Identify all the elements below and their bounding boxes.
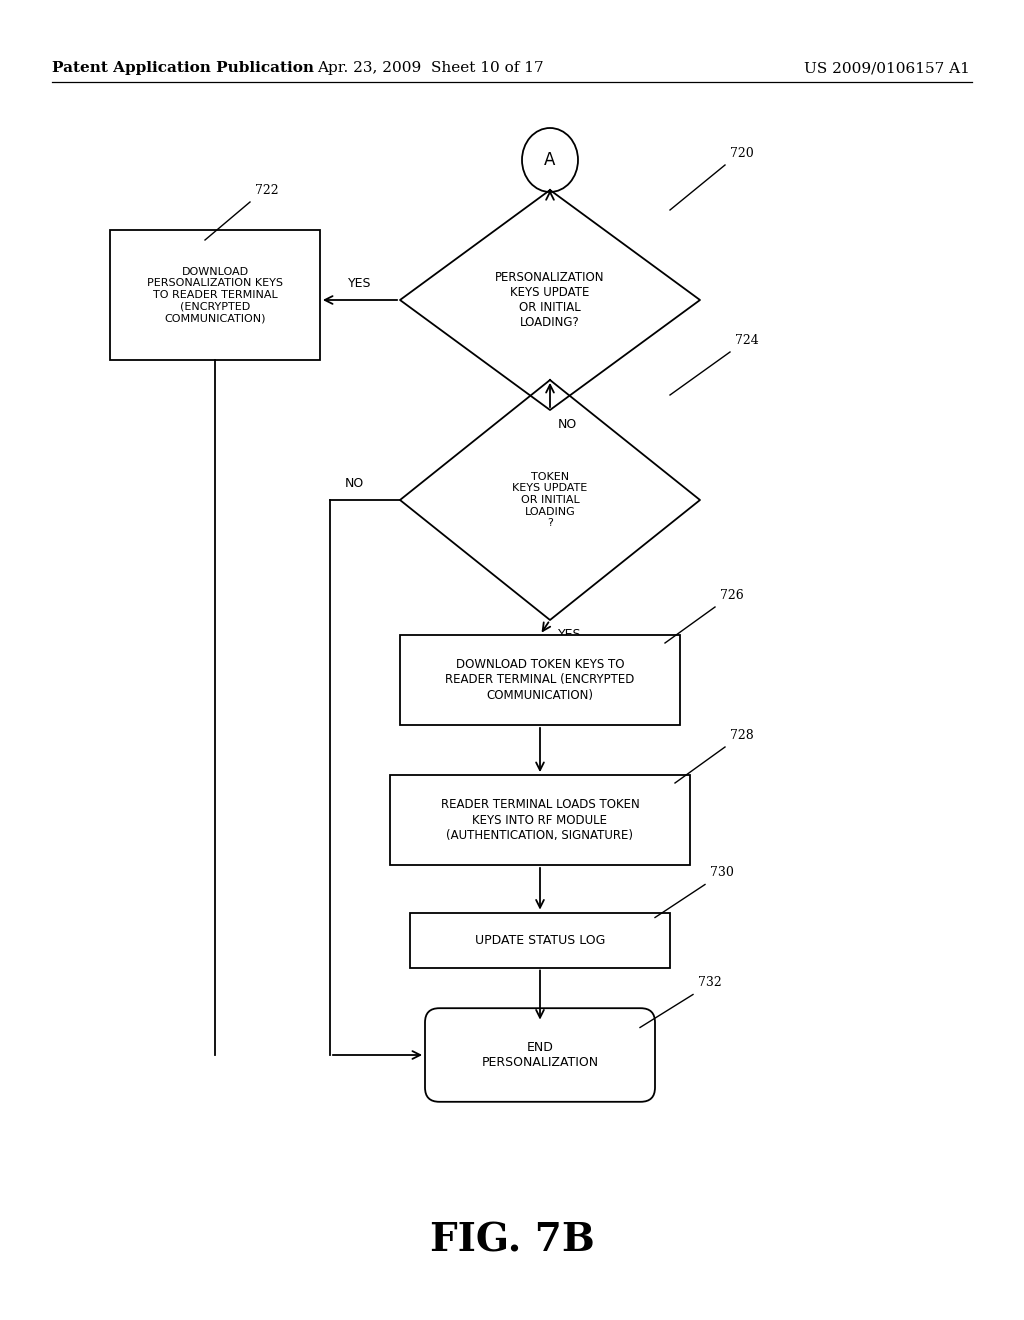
Text: TOKEN
KEYS UPDATE
OR INITIAL
LOADING
?: TOKEN KEYS UPDATE OR INITIAL LOADING ? (512, 471, 588, 528)
Text: 728: 728 (730, 729, 754, 742)
Text: UPDATE STATUS LOG: UPDATE STATUS LOG (475, 933, 605, 946)
Polygon shape (400, 380, 700, 620)
FancyBboxPatch shape (425, 1008, 655, 1102)
Ellipse shape (522, 128, 578, 191)
Text: 724: 724 (735, 334, 759, 347)
Text: 732: 732 (698, 977, 722, 990)
Text: 722: 722 (255, 183, 279, 197)
Text: DOWNLOAD TOKEN KEYS TO
READER TERMINAL (ENCRYPTED
COMMUNICATION): DOWNLOAD TOKEN KEYS TO READER TERMINAL (… (445, 659, 635, 701)
Text: YES: YES (348, 277, 372, 290)
Text: 726: 726 (720, 589, 743, 602)
Text: READER TERMINAL LOADS TOKEN
KEYS INTO RF MODULE
(AUTHENTICATION, SIGNATURE): READER TERMINAL LOADS TOKEN KEYS INTO RF… (440, 799, 639, 842)
FancyBboxPatch shape (400, 635, 680, 725)
Text: 720: 720 (730, 147, 754, 160)
Text: END
PERSONALIZATION: END PERSONALIZATION (481, 1041, 599, 1069)
Text: Patent Application Publication: Patent Application Publication (52, 61, 314, 75)
FancyBboxPatch shape (410, 912, 670, 968)
Polygon shape (400, 190, 700, 411)
Text: NO: NO (558, 418, 578, 432)
Text: YES: YES (558, 628, 582, 642)
Text: DOWNLOAD
PERSONALIZATION KEYS
TO READER TERMINAL
(ENCRYPTED
COMMUNICATION): DOWNLOAD PERSONALIZATION KEYS TO READER … (147, 267, 283, 323)
Text: NO: NO (345, 477, 365, 490)
Text: Apr. 23, 2009  Sheet 10 of 17: Apr. 23, 2009 Sheet 10 of 17 (316, 61, 544, 75)
FancyBboxPatch shape (390, 775, 690, 865)
Text: 730: 730 (710, 866, 734, 879)
Text: PERSONALIZATION
KEYS UPDATE
OR INITIAL
LOADING?: PERSONALIZATION KEYS UPDATE OR INITIAL L… (496, 271, 605, 329)
Text: FIG. 7B: FIG. 7B (430, 1221, 594, 1259)
FancyBboxPatch shape (110, 230, 319, 360)
Text: US 2009/0106157 A1: US 2009/0106157 A1 (804, 61, 970, 75)
Text: A: A (545, 150, 556, 169)
